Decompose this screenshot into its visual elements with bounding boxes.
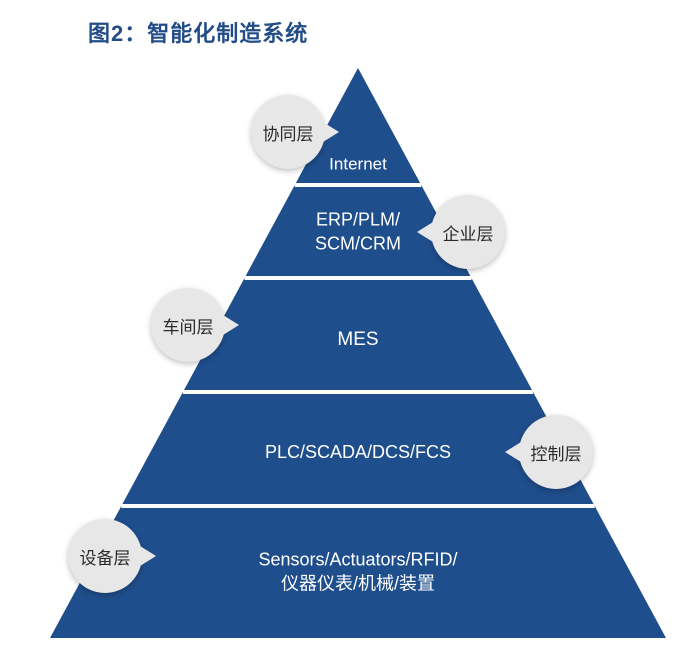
tier-label-4: Sensors/Actuators/RFID/仪器仪表/机械/装置 bbox=[258, 548, 457, 597]
layer-badge: 企业层 bbox=[431, 195, 505, 269]
tier-label-line: ERP/PLM/ bbox=[316, 210, 400, 230]
tier-label-1: ERP/PLM/SCM/CRM bbox=[315, 208, 401, 257]
arrow-left-icon bbox=[505, 442, 521, 462]
layer-badge-label: 企业层 bbox=[443, 220, 494, 245]
layer-badge-label: 控制层 bbox=[531, 440, 582, 465]
diagram-container: 图2：智能化制造系统 InternetERP/PLM/SCM/CRMMESPLC… bbox=[0, 0, 694, 663]
tier-label-line: MES bbox=[337, 329, 378, 350]
tier-label-2: MES bbox=[337, 327, 378, 353]
tier-label-line: SCM/CRM bbox=[315, 234, 401, 254]
layer-badge: 车间层 bbox=[151, 288, 225, 362]
arrow-right-icon bbox=[140, 546, 156, 566]
layer-badge: 控制层 bbox=[519, 415, 593, 489]
tier-label-line: Internet bbox=[329, 155, 387, 174]
tier-label-line: PLC/SCADA/DCS/FCS bbox=[265, 442, 451, 462]
arrow-right-icon bbox=[323, 122, 339, 142]
arrow-left-icon bbox=[417, 222, 433, 242]
tier-label-3: PLC/SCADA/DCS/FCS bbox=[265, 440, 451, 464]
tier-label-line: Sensors/Actuators/RFID/ bbox=[258, 550, 457, 570]
layer-badge-label: 车间层 bbox=[163, 313, 214, 338]
arrow-right-icon bbox=[223, 315, 239, 335]
layer-badge: 协同层 bbox=[251, 95, 325, 169]
layer-badge-label: 设备层 bbox=[80, 544, 131, 569]
layer-badge-label: 协同层 bbox=[263, 120, 314, 145]
tier-label-0: Internet bbox=[329, 154, 387, 177]
tier-label-line: 仪器仪表/机械/装置 bbox=[281, 574, 435, 594]
layer-badge: 设备层 bbox=[68, 519, 142, 593]
